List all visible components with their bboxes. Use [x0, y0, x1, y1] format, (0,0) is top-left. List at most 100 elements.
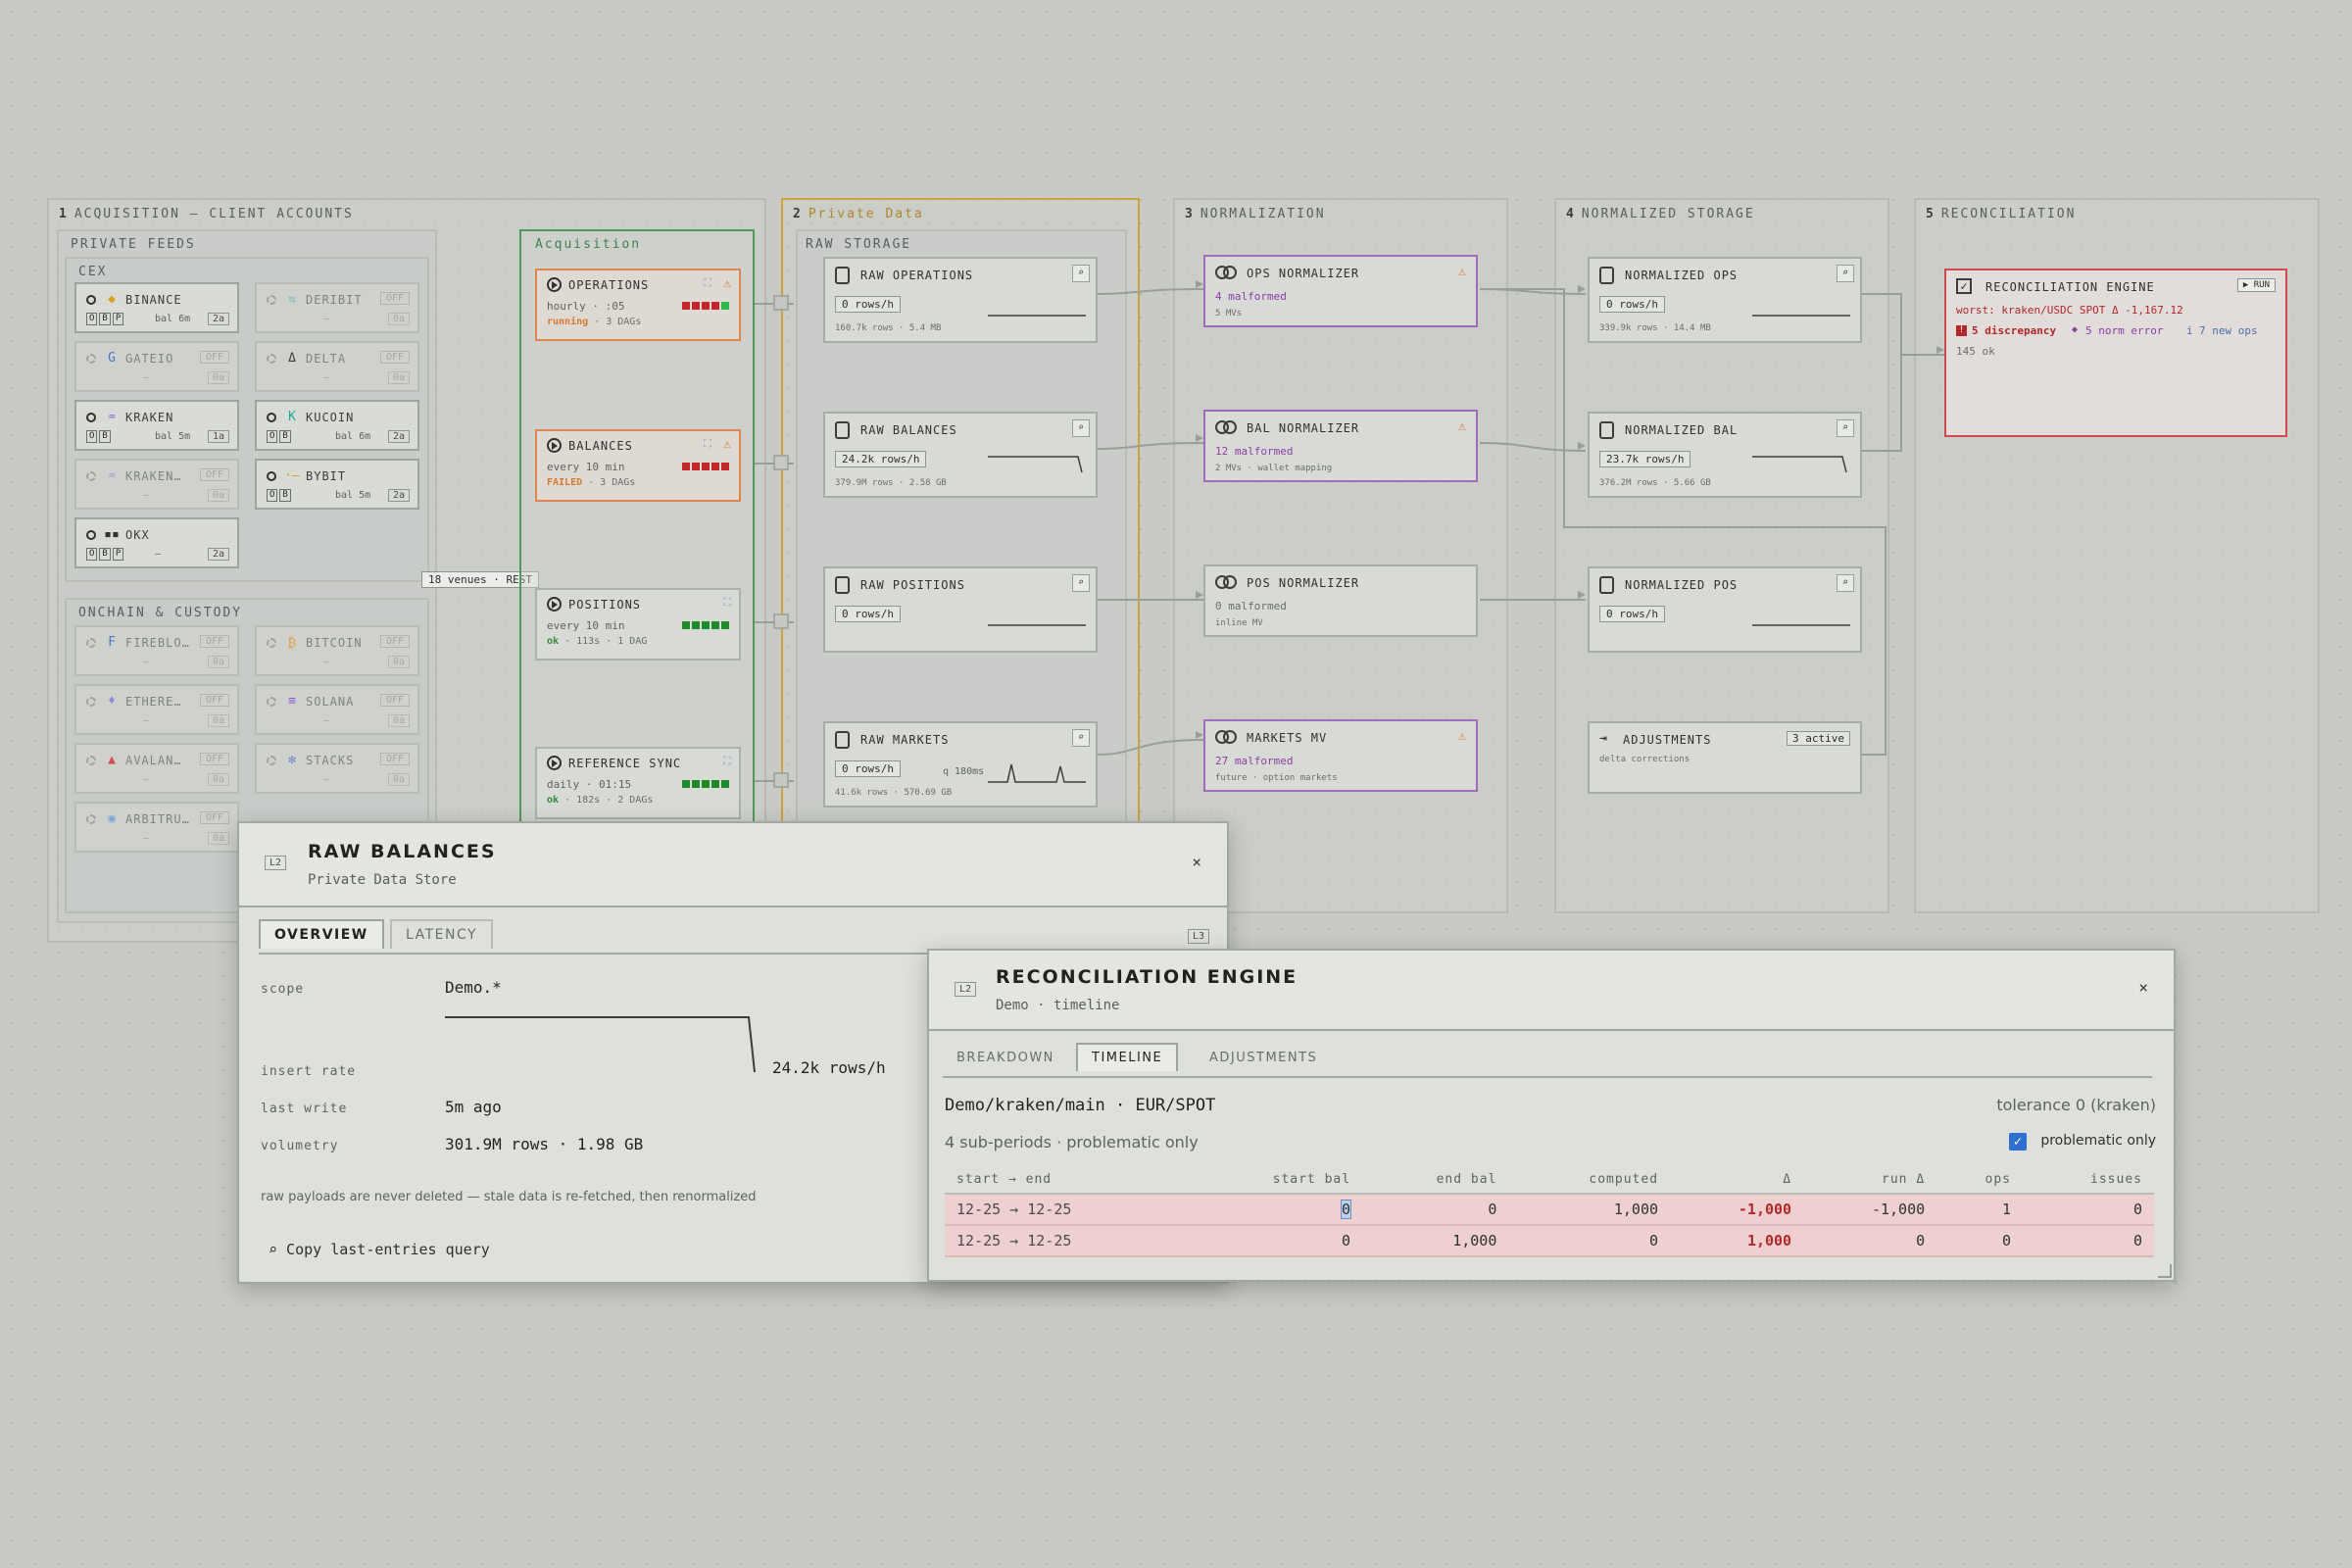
status-dot: [267, 413, 276, 422]
normalized-node[interactable]: NORMALIZED POS ⌕ 0 rows/h: [1588, 566, 1862, 653]
close-icon[interactable]: ×: [2138, 978, 2148, 997]
tab-latency[interactable]: LATENCY: [390, 919, 494, 949]
off-badge: OFF: [379, 694, 410, 707]
mv-icon: [1215, 266, 1237, 279]
balance-age: —: [143, 833, 150, 844]
status-dot-off: [267, 354, 276, 364]
venue-card[interactable]: ⇆ DERIBIT OFF — 0a: [255, 282, 419, 333]
search-icon[interactable]: ⌕: [1072, 574, 1090, 592]
venue-card[interactable]: ♦ ETHERE… OFF — 0a: [74, 684, 239, 735]
raw-storage-node[interactable]: RAW OPERATIONS ⌕ 0 rows/h 160.7k rows · 5.4…: [823, 257, 1098, 343]
normalizer-node[interactable]: BAL NORMALIZER ⚠ 12 malformed 2 MVs · walle…: [1203, 410, 1478, 482]
table-cell: 1,000: [1670, 1225, 1804, 1257]
status-dot: [86, 295, 96, 305]
warning-icon: ⚠: [1458, 419, 1466, 434]
acquisition-job[interactable]: BALANCES ⛶ ⚠ every 10 min FAILED · 3 DAGs: [535, 429, 741, 502]
venue-card[interactable]: ♒ KRAKEN… OFF — 0a: [74, 459, 239, 510]
play-icon[interactable]: [547, 277, 562, 292]
play-icon[interactable]: [547, 597, 562, 612]
run-button[interactable]: ▶ RUN: [2236, 278, 2276, 292]
venue-card[interactable]: ≡ SOLANA OFF — 0a: [255, 684, 419, 735]
run-history-bar: [702, 780, 710, 788]
node-subtitle: 5 MVs: [1215, 309, 1243, 318]
balance-age: —: [323, 314, 330, 324]
account-count: 0a: [387, 313, 410, 325]
venue-card[interactable]: ▲ AVALAN… OFF — 0a: [74, 743, 239, 794]
venue-card[interactable]: F FIREBLO… OFF — 0a: [74, 625, 239, 676]
resize-handle[interactable]: [2158, 1264, 2172, 1278]
normalizer-node[interactable]: OPS NORMALIZER ⚠ 4 malformed 5 MVs: [1203, 255, 1478, 327]
play-icon[interactable]: [547, 756, 562, 770]
account-count: 0a: [387, 773, 410, 786]
table-row[interactable]: 12-25 → 12-25 0 0 1,000 -1,000 -1,000 1 0: [945, 1194, 2154, 1226]
venue-card[interactable]: ▪▪ OKX — 2a O B P: [74, 517, 239, 568]
sync-icon: ⛶: [723, 755, 731, 767]
problematic-checkbox[interactable]: ✓: [2009, 1133, 2027, 1151]
venue-card[interactable]: ·– BYBIT bal 5m 2a O B: [255, 459, 419, 510]
modal-header: L2 RAW BALANCES Private Data Store ×: [239, 823, 1227, 907]
venue-card[interactable]: ♒ KRAKEN bal 5m 1a O B: [74, 400, 239, 451]
account-path: Demo/kraken/main · EUR/SPOT: [945, 1096, 1216, 1115]
tab-breakdown[interactable]: BREAKDOWN: [956, 1051, 1054, 1065]
normalized-node[interactable]: NORMALIZED OPS ⌕ 0 rows/h 339.9k rows · 14.…: [1588, 257, 1862, 343]
tab-overview[interactable]: OVERVIEW: [259, 919, 384, 949]
copy-query-button[interactable]: ⌕ Copy last-entries query: [269, 1241, 490, 1258]
tab-adjustments[interactable]: ADJUSTMENTS: [1209, 1051, 1318, 1065]
search-icon[interactable]: ⌕: [1072, 729, 1090, 747]
close-icon[interactable]: ×: [1192, 853, 1201, 871]
raw-storage-node[interactable]: RAW POSITIONS ⌕ 0 rows/h: [823, 566, 1098, 653]
acquisition-job[interactable]: OPERATIONS ⛶ ⚠ hourly · :05 running · 3 DAGs: [535, 269, 741, 341]
node-title: POS NORMALIZER: [1247, 576, 1360, 590]
feed-chip: B: [99, 313, 111, 325]
venue-card[interactable]: Δ DELTA OFF — 0a: [255, 341, 419, 392]
onchain-title: ONCHAIN & CUSTODY: [78, 606, 243, 620]
mv-icon: [1215, 730, 1237, 744]
venue-card[interactable]: ₿ BITCOIN OFF — 0a: [255, 625, 419, 676]
volumetry: 376.2M rows · 5.66 GB: [1599, 478, 1711, 488]
raw-storage-node[interactable]: RAW MARKETS ⌕ 0 rows/h q 180ms 41.6k rows · …: [823, 721, 1098, 808]
chain-logo-icon: ✻: [288, 753, 296, 767]
venue-name: DERIBIT: [306, 293, 363, 307]
tab-bar: OVERVIEW LATENCY L3: [259, 917, 1209, 955]
balance-age: —: [143, 372, 150, 383]
insert-rate: 23.7k rows/h: [1599, 451, 1691, 467]
selected-value: 0: [1341, 1200, 1352, 1219]
tab-timeline[interactable]: TIMELINE: [1076, 1043, 1179, 1071]
ok-count: 145 ok: [1956, 345, 1995, 358]
venue-card[interactable]: G GATEIO OFF — 0a: [74, 341, 239, 392]
venue-card[interactable]: ✻ STACKS OFF — 0a: [255, 743, 419, 794]
search-icon[interactable]: ⌕: [1837, 419, 1854, 437]
venue-logo-icon: ·–: [284, 468, 300, 483]
balance-age: bal 5m: [335, 490, 371, 501]
level-badge-l3: L3: [1187, 929, 1209, 944]
search-icon[interactable]: ⌕: [1072, 419, 1090, 437]
acquisition-job[interactable]: POSITIONS ⛶ every 10 min ok · 113s · 1 DAG: [535, 588, 741, 661]
venue-card[interactable]: ◆ BINANCE bal 6m 2a O B P: [74, 282, 239, 333]
chain-logo-icon: ▲: [108, 753, 116, 767]
search-icon[interactable]: ⌕: [1837, 265, 1854, 282]
database-icon: [835, 731, 850, 749]
off-badge: OFF: [199, 811, 229, 824]
normalized-node[interactable]: ⇥ ADJUSTMENTS 3 active delta corrections: [1588, 721, 1862, 794]
account-count: 0a: [387, 371, 410, 384]
mv-icon-ring: [1223, 730, 1237, 744]
normalized-node[interactable]: NORMALIZED BAL ⌕ 23.7k rows/h 376.2M rows ·…: [1588, 412, 1862, 498]
status-dot-off: [86, 471, 96, 481]
reconciliation-node[interactable]: ✓ RECONCILIATION ENGINE ▶ RUN worst: kra…: [1944, 269, 2287, 437]
normalizer-node[interactable]: MARKETS MV ⚠ 27 malformed future · option m…: [1203, 719, 1478, 792]
normalizer-node[interactable]: POS NORMALIZER 0 malformed inline MV: [1203, 564, 1478, 637]
venue-card[interactable]: K KUCOIN bal 6m 2a O B: [255, 400, 419, 451]
play-icon[interactable]: [547, 438, 562, 453]
acquisition-job[interactable]: REFERENCE SYNC ⛶ daily · 01:15 ok · 182s · …: [535, 747, 741, 819]
mv-icon-ring: [1223, 266, 1237, 279]
mv-icon: [1215, 420, 1237, 434]
table-row[interactable]: 12-25 → 12-25 0 1,000 0 1,000 0 0 0: [945, 1225, 2154, 1257]
raw-storage-node[interactable]: RAW BALANCES ⌕ 24.2k rows/h 379.9M rows · 2…: [823, 412, 1098, 498]
search-icon[interactable]: ⌕: [1837, 574, 1854, 592]
table-cell: -1,000: [1803, 1194, 1937, 1226]
venue-card[interactable]: ◉ ARBITRU… OFF — 0a: [74, 802, 239, 853]
volumetry-value: 301.9M rows · 1.98 GB: [445, 1135, 644, 1153]
search-icon[interactable]: ⌕: [1072, 265, 1090, 282]
